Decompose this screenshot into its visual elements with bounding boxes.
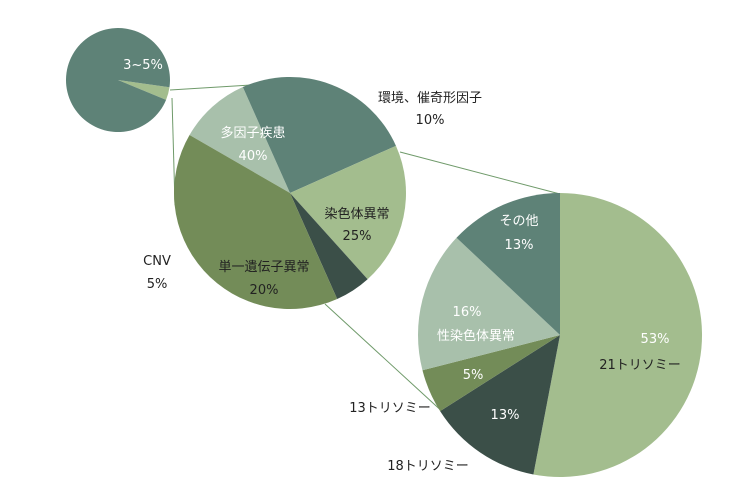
slice-value-sex-chromosome: 16% — [453, 305, 482, 320]
main-pie-slice-1 — [242, 77, 396, 193]
slice-label-trisomy21: 21トリソミー — [599, 358, 681, 373]
slice-label-multifactorial: 多因子疾患 — [220, 125, 285, 141]
slice-value-single-gene: 20% — [250, 283, 279, 298]
small-pie-slice-1 — [65, 28, 170, 133]
connector-line-2 — [399, 151, 561, 195]
slice-label-small-3-5: 3~5% — [123, 58, 163, 73]
slice-label-single-gene: 単一遺伝子異常 — [218, 259, 309, 275]
main-pie — [174, 77, 406, 309]
slice-value-cnv: 5% — [147, 277, 168, 292]
chromosome-pie-slice-0 — [533, 193, 703, 477]
slice-value-other: 13% — [505, 238, 534, 253]
slice-value-multifactorial: 40% — [239, 149, 268, 164]
main-pie-slice-4 — [174, 135, 338, 309]
small-pie — [65, 28, 170, 133]
slice-value-trisomy21: 53% — [641, 332, 670, 347]
chromosome-pie — [417, 193, 703, 477]
slice-label-other: その他 — [499, 214, 538, 229]
slice-label-sex-chromosome: 性染色体異常 — [437, 328, 515, 344]
slice-label-trisomy13: 13トリソミー — [349, 401, 431, 416]
chromosome-pie-slice-4 — [456, 193, 560, 335]
chromosome-pie-slice-3 — [417, 237, 560, 371]
slice-label-environment: 環境、催奇形因子 — [378, 90, 482, 106]
main-pie-slice-2 — [290, 145, 406, 280]
slice-value-trisomy18: 13% — [491, 408, 520, 423]
slice-label-trisomy18: 18トリソミー — [387, 459, 469, 474]
slice-value-environment: 10% — [416, 113, 445, 128]
slice-label-cnv: CNV — [143, 254, 171, 269]
main-pie-slice-0 — [189, 87, 290, 193]
slice-label-chromosomal: 染色体異常 — [324, 206, 389, 222]
main-pie-slice-3 — [290, 193, 368, 299]
chromosome-pie-slice-1 — [440, 335, 560, 475]
slice-value-chromosomal: 25% — [343, 229, 372, 244]
chromosome-pie-slice-2 — [422, 335, 560, 412]
small-pie-slice-0 — [118, 80, 170, 100]
slice-value-trisomy13: 5% — [463, 368, 484, 383]
connector-line-3 — [324, 303, 459, 427]
